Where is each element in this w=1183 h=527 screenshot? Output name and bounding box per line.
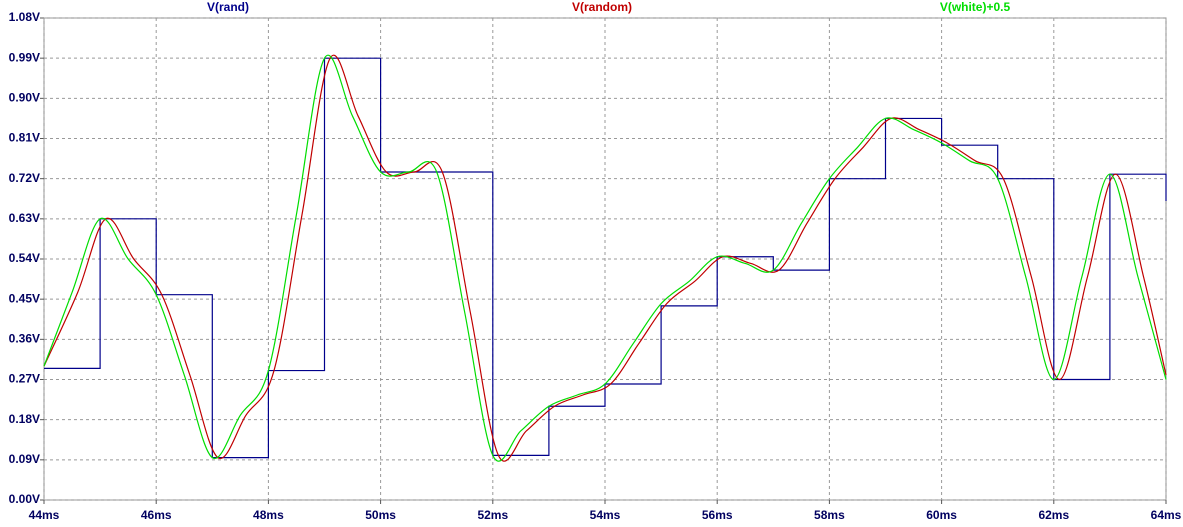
y-tick-label: 0.27V	[9, 372, 40, 386]
series-line	[44, 57, 1167, 459]
y-tick-label: 0.81V	[9, 131, 40, 145]
legend-entry: V(random)	[572, 0, 632, 14]
x-tick-label: 48ms	[253, 508, 284, 522]
y-tick-label: 0.63V	[9, 211, 40, 225]
y-tick-label: 0.90V	[9, 91, 40, 105]
y-tick-label: 0.99V	[9, 50, 40, 64]
y-tick-label: 0.00V	[9, 492, 40, 506]
legend-entry: V(rand)	[207, 0, 249, 14]
y-tick-label: 0.54V	[9, 251, 40, 265]
legend-entry: V(white)+0.5	[940, 0, 1011, 14]
x-tick-label: 54ms	[590, 508, 621, 522]
y-tick-label: 0.36V	[9, 332, 40, 346]
x-tick-label: 52ms	[477, 508, 508, 522]
series-line	[43, 54, 1167, 462]
y-tick-label: 0.09V	[9, 452, 40, 466]
y-tick-label: 0.72V	[9, 171, 40, 185]
y-tick-label: 1.08V	[9, 10, 40, 24]
x-tick-label: 64ms	[1151, 508, 1182, 522]
y-tick-label: 0.18V	[9, 412, 40, 426]
x-tick-label: 60ms	[926, 508, 957, 522]
series-line	[43, 54, 1167, 462]
x-tick-label: 44ms	[29, 508, 60, 522]
x-tick-label: 58ms	[814, 508, 845, 522]
x-tick-label: 62ms	[1038, 508, 1069, 522]
y-tick-label: 0.45V	[9, 291, 40, 305]
x-tick-label: 46ms	[141, 508, 172, 522]
x-tick-label: 56ms	[702, 508, 733, 522]
x-tick-label: 50ms	[365, 508, 396, 522]
